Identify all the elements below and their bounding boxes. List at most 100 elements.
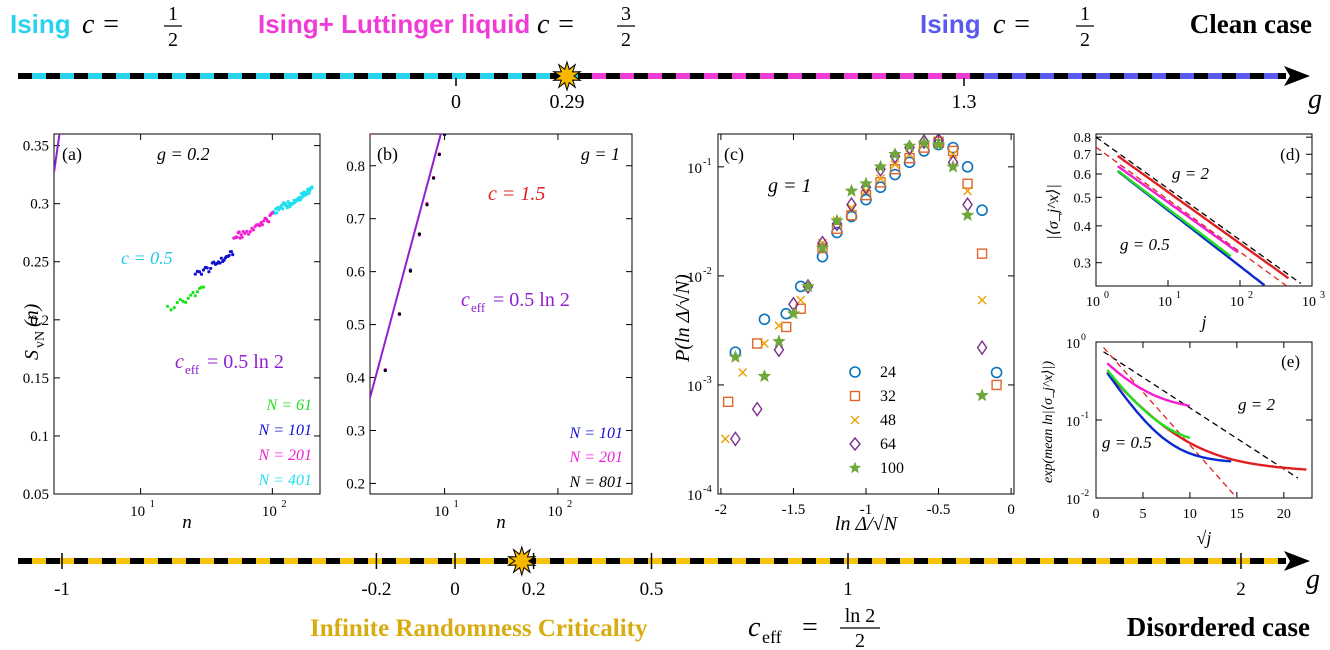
data-point [285,206,289,210]
x-axis-label: ln Δ/√N [835,513,899,535]
marker-circle [831,226,843,239]
marker-square [780,321,792,333]
panel-frame [1095,341,1313,499]
marker-circle [976,204,988,217]
y-tick-label: 0.8 [346,159,365,175]
marker-diamond [846,196,857,213]
data-point [70,61,73,64]
annotation-ceff-sub: eff [185,362,200,377]
marker-diamond [751,401,763,417]
top-mid-c-denominator: 2 [621,29,631,51]
marker-star [888,147,902,161]
data-point [70,60,73,63]
disordered-tick-label: -0.2 [361,579,391,600]
marker-circle [961,161,974,173]
top-left-c-label: c = [82,9,120,40]
data-point [197,270,202,274]
x-tick-label: 10 [1086,295,1100,310]
marker-diamond [918,134,930,150]
clean-phase-diagram: Ising c = 1 2 Ising+ Luttinger liquid c … [10,3,1322,115]
legend-entry: N = 401 [258,472,312,489]
legend-entry: 100 [880,460,904,477]
y-axis-label-sub: vN [33,331,48,348]
y-axis-label: |⟨σ_j^x⟩| [1045,184,1062,239]
marker-star [728,349,743,363]
annotation-ceff: c [175,351,184,373]
x-tick-label: 0 [1007,502,1015,518]
data-point [245,229,249,233]
marker-square [991,379,1002,391]
top-right-model-label: Ising [920,9,981,39]
y-tick-label: 0.3 [346,423,365,439]
data-point [191,290,195,295]
marker-x [948,149,958,159]
clean-tick-1.3: 1.3 [952,91,977,113]
marker-star [859,176,873,190]
y-tick-label: 10 [1066,337,1080,352]
data-point [286,199,290,204]
panel-label: (a) [62,144,82,165]
plot-area [720,134,1003,447]
panel-d: 0.3 0.4 0.5 0.6 0.7 0.8 10 0 10 1 10 2 10 3 (d) g = 2 g … [1045,131,1325,332]
panel-frame [1095,133,1313,287]
data-point [248,230,252,234]
y-tick-label: 0.5 [346,318,365,334]
marker-diamond [773,342,785,358]
data-point [199,272,204,276]
x-tick-exponent: 2 [1248,290,1253,301]
y-axis-label-text: P(ln Δ/√N) [672,274,694,363]
marker-x [796,295,806,305]
marker-star [902,138,917,152]
marker-square [722,396,734,408]
data-point [275,211,279,215]
data-point [397,312,402,316]
data-point [251,228,256,232]
x-tick-exponent: 1 [150,499,155,510]
annotation-g: g = 0.2 [157,144,210,164]
marker-star [801,279,815,293]
marker-x [963,186,973,196]
marker-x [720,434,730,444]
panel-frame [53,133,321,495]
x-tick-exponent: 2 [281,499,286,510]
marker-star [772,334,786,348]
y-tick-label: 0.2 [346,476,365,492]
x-tick-label: 10 [1230,295,1244,310]
ceff-fit-line [370,134,442,399]
y-tick-label: 10 [1066,493,1080,508]
data-curve [1117,154,1290,280]
data-point [460,67,463,70]
y-tick-label: 0.1 [30,429,49,445]
data-point [235,235,239,239]
legend-entry: N = 61 [266,397,312,414]
data-point [448,114,451,117]
data-point [231,253,235,257]
y-axis-label-arg: (n) [21,303,43,327]
data-point [417,232,422,236]
x-tick-label: 10 [1302,295,1316,310]
marker-x [846,203,856,213]
x-tick-exponent: 1 [1176,290,1181,301]
marker-circle [889,168,901,181]
irc-title: Infinite Randomness Criticality [310,615,648,642]
data-point [169,308,173,312]
data-point [165,304,170,308]
disordered-tick-label: 0.2 [522,579,546,600]
annotation-ceff-value: = 0.5 ln 2 [493,289,570,311]
data-point [448,114,451,117]
x-tick-label: 10 [130,504,145,520]
annotation-ceff-sub: eff [471,300,486,315]
annotation-g2: g = 2 [1238,395,1275,414]
annotation-g: g = 1 [581,144,620,164]
y-tick-label: 0.05 [23,487,49,503]
annotation-c: c = 1.5 [488,183,545,205]
y-tick-exponent: 0 [1081,332,1086,343]
clean-tick-0: 0 [451,91,461,113]
marker-star [815,240,830,254]
disordered-phase-diagram: g -1 -0.2 0 0.2 0.5 1 2 Infinite Randomness Cr… [18,545,1320,650]
top-mid-c-numerator: 3 [621,3,631,25]
panel-b: 10 1 10 2 0.2 0.3 0.4 0.5 0.6 0.7 0.8 (b) g = 1 c = 1… [346,40,633,533]
data-point [466,40,469,43]
ceff-numerator: ln 2 [845,605,876,627]
